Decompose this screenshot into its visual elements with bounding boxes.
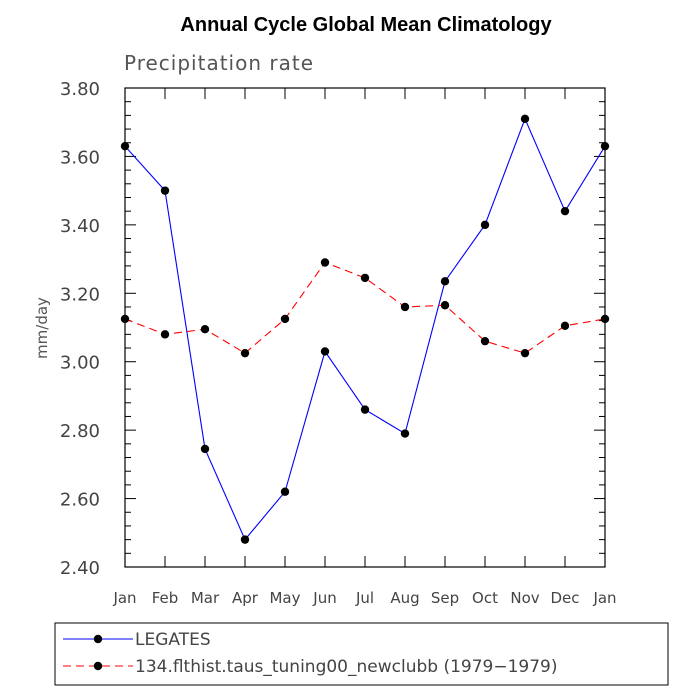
x-tick-label: Jan (592, 589, 616, 607)
series-line-1 (124, 117, 606, 541)
x-tick-label: Aug (390, 589, 419, 607)
series-2-point (280, 314, 290, 324)
series-1-point (440, 277, 450, 286)
series-1-point (560, 206, 570, 216)
series-1-point (200, 444, 210, 454)
x-tick-label: Apr (232, 589, 259, 607)
legend-marker-2 (93, 661, 103, 671)
series-2-point (200, 325, 210, 334)
series-1-point (400, 429, 410, 438)
series-2-point (480, 336, 490, 346)
x-tick-labels: Jan Feb Mar Apr May Jun Jul Aug Sep Oct Nov Dec Jan (112, 589, 616, 607)
y-tick-labels: 2.40 2.60 2.80 3.00 3.20 3.40 3.60 3.80 (60, 79, 100, 579)
plot-frame (124, 87, 606, 568)
y-tick-label: 2.60 (60, 490, 100, 511)
legend-box (54, 622, 669, 686)
x-tick-label: Dec (550, 589, 579, 607)
x-tick-label: May (269, 589, 300, 607)
series-1-point (520, 114, 530, 123)
legend-marker-1 (93, 634, 103, 644)
chart-subtitle: Precipitation rate (124, 51, 314, 75)
series-2-point (520, 348, 530, 358)
series-2-point (400, 302, 410, 312)
legend-label-1: LEGATES (135, 630, 211, 650)
series-1-point (480, 220, 490, 230)
y-tick-label: 3.60 (60, 147, 100, 168)
series-2-point (600, 314, 610, 324)
legend-label-2: 134.flthist.taus_tuning00_newclubb (1979… (135, 657, 558, 677)
y-tick-label: 3.80 (60, 79, 100, 100)
x-tick-label: Jan (112, 589, 136, 607)
series-1-point (360, 405, 370, 414)
series-1-point (240, 535, 250, 544)
series-1-point (160, 186, 170, 195)
series-2-point (360, 273, 370, 283)
y-tick-label: 3.20 (60, 284, 100, 305)
y-tick-label: 3.00 (60, 353, 100, 374)
y-tick-label: 2.40 (60, 558, 100, 579)
x-tick-label: Nov (510, 589, 539, 607)
y-axis-label: mm/day (33, 297, 51, 359)
x-tick-label: Sep (431, 589, 459, 607)
y-tick-label: 3.40 (60, 216, 100, 237)
legend: LEGATES 134.flthist.taus_tuning00_newclub… (63, 630, 558, 677)
series-2-point (120, 314, 130, 324)
series-2-point (440, 301, 450, 310)
axis-ticks (124, 87, 606, 568)
x-tick-label: Jul (355, 589, 374, 607)
series-2-point (160, 330, 170, 339)
series-2-point (560, 321, 570, 330)
series-2-point (240, 348, 250, 358)
series-2-point (320, 258, 330, 267)
x-tick-label: Jun (312, 589, 336, 607)
series-layer (120, 114, 610, 544)
series-1-point (120, 141, 130, 151)
x-tick-label: Mar (191, 589, 220, 607)
series-1-point (280, 487, 290, 496)
chart-title: Annual Cycle Global Mean Climatology (180, 14, 552, 36)
x-tick-label: Feb (152, 589, 179, 607)
series-1-point (320, 347, 330, 356)
series-1-point (600, 141, 610, 151)
y-tick-label: 2.80 (60, 421, 100, 442)
x-tick-label: Oct (472, 589, 498, 607)
